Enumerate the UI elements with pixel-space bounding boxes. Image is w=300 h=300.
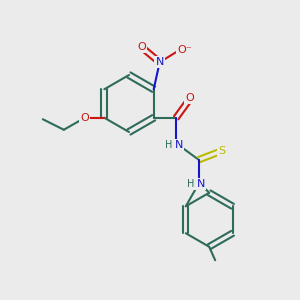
Text: O⁻: O⁻ (177, 45, 192, 55)
Text: S: S (218, 146, 226, 156)
Text: H: H (188, 179, 195, 189)
Text: N: N (155, 57, 164, 67)
Text: N: N (197, 179, 205, 189)
Text: O: O (137, 42, 146, 52)
Text: H: H (165, 140, 172, 150)
Text: N: N (174, 140, 183, 150)
Text: O: O (185, 93, 194, 103)
Text: O: O (80, 113, 89, 123)
